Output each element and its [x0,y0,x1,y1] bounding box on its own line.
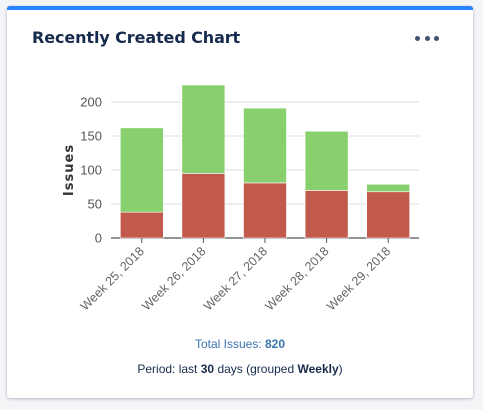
period-days: 30 [200,362,215,376]
dot-icon [415,35,420,41]
x-tick-label: Week 27, 2018 [201,244,270,313]
x-tick-label: Week 29, 2018 [324,244,393,313]
bar-segment-series-2[interactable] [120,127,164,213]
x-tick-label: Week 25, 2018 [78,244,147,313]
y-tick-label: 0 [95,231,102,246]
bar-segment-series-1[interactable] [181,173,226,239]
period-suffix: ) [338,362,343,376]
bar-segment-series-2[interactable] [181,84,226,174]
total-issues: Total Issues: 820 [7,337,473,351]
y-axis-ticks: 0 50 100 150 200 [80,95,102,246]
x-tick-label: Week 28, 2018 [263,244,332,313]
dot-icon [424,35,430,41]
y-axis-label: Issues [62,144,77,196]
gadget-title: Recently Created Chart [32,28,241,47]
total-issues-value[interactable]: 820 [265,337,286,351]
y-tick-label: 200 [80,95,102,110]
period-prefix: Period: last [137,362,198,376]
bar-segment-series-2[interactable] [366,183,411,193]
bars [120,84,411,239]
x-tick-label: Week 26, 2018 [139,244,208,313]
bar-segment-series-1[interactable] [304,190,349,239]
y-tick-label: 50 [88,197,102,212]
bar-segment-series-2[interactable] [243,107,287,184]
period-mid: days (grouped [217,362,295,376]
dot-icon [434,35,439,41]
recently-created-gadget: Recently Created Chart 0 50 100 150 200 Week… [7,6,473,398]
period-group: Weekly [297,362,339,376]
period-info: Period: last 30 days (grouped Weekly) [7,362,473,376]
y-tick-label: 150 [80,129,102,144]
more-options-icon[interactable] [415,30,439,46]
bar-segment-series-1[interactable] [120,211,164,239]
bar-segment-series-2[interactable] [304,130,349,191]
total-issues-label: Total Issues: [194,337,262,351]
bar-segment-series-1[interactable] [243,182,287,239]
y-tick-label: 100 [80,163,102,178]
bar-segment-series-1[interactable] [366,191,411,239]
